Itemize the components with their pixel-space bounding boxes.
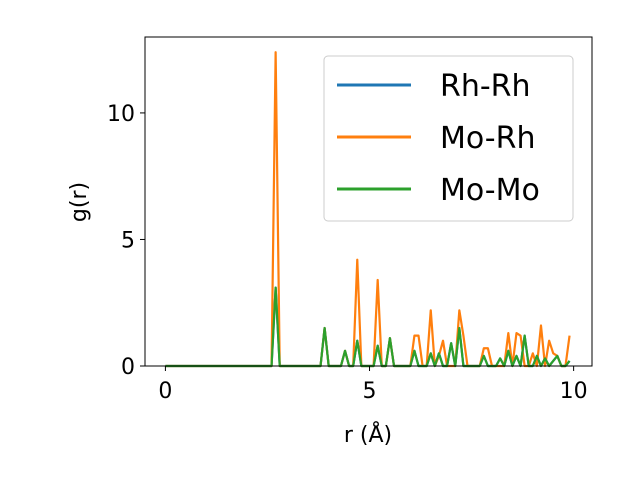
x-tick-label: 10 — [560, 379, 588, 404]
y-axis-label: g(r) — [67, 182, 92, 222]
legend-items: Rh-Rh Mo-Rh Mo-Mo — [337, 69, 540, 208]
legend: Rh-Rh Mo-Rh Mo-Mo — [323, 55, 574, 222]
legend-box — [323, 55, 574, 222]
legend-label: Mo-Rh — [440, 121, 535, 156]
x-tick-label: 5 — [363, 379, 377, 404]
y-tick-label: 5 — [121, 228, 135, 253]
y-tick-label: 10 — [107, 102, 135, 127]
x-axis: 0 5 10 — [158, 366, 588, 404]
y-axis: 0 5 10 — [107, 102, 145, 380]
y-tick-label: 0 — [121, 355, 135, 380]
x-tick-label: 0 — [158, 379, 172, 404]
plot-frame — [144, 36, 593, 367]
x-axis-label: r (Å) — [344, 421, 392, 448]
legend-label: Mo-Mo — [440, 173, 540, 208]
legend-label: Rh-Rh — [440, 69, 531, 104]
